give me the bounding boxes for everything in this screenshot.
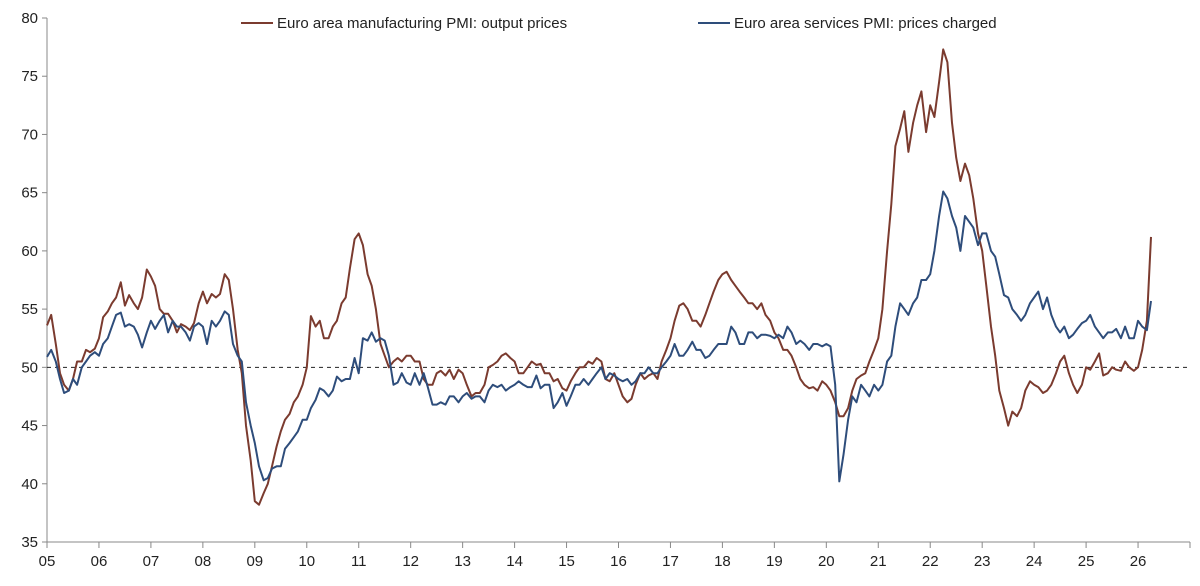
y-tick-label: 40 [21,476,38,493]
series-line-services-prices-charged [46,190,1152,483]
x-tick-label: 20 [818,553,835,570]
y-tick-label: 80 [21,10,38,27]
x-tick-label: 24 [1026,553,1043,570]
x-tick-label: 16 [610,553,627,570]
x-tick-label: 08 [195,553,212,570]
x-tick-label: 17 [662,553,679,570]
series-lines [46,48,1152,506]
x-tick-label: 12 [402,553,419,570]
x-tick-label: 22 [922,553,939,570]
x-axis: 05 06 07 08 09 10 11 12 13 14 15 16 17 18 19 20 21 22 23 24… [39,541,1191,570]
y-axis: 35 40 45 50 55 60 65 70 75 80 [21,10,48,551]
x-tick-label: 11 [351,553,367,570]
x-tick-label: 15 [558,553,575,570]
x-tick-label: 25 [1078,553,1095,570]
y-tick-label: 65 [21,185,38,202]
legend-label: Euro area services PMI: prices charged [734,15,997,32]
y-tick-label: 35 [21,534,38,551]
x-tick-label: 14 [506,553,523,570]
x-tick-label: 26 [1130,553,1147,570]
y-tick-label: 70 [21,126,38,143]
y-tick-label: 75 [21,68,38,85]
x-tick-label: 05 [39,553,56,570]
x-tick-label: 06 [91,553,108,570]
series-line-manufacturing-output-prices [46,48,1152,506]
x-tick-label: 21 [870,553,887,570]
x-tick-label: 18 [714,553,731,570]
x-tick-label: 19 [766,553,783,570]
x-tick-label: 10 [298,553,315,570]
legend-label: Euro area manufacturing PMI: output pric… [277,15,567,32]
x-tick-label: 09 [246,553,263,570]
y-tick-label: 45 [21,418,38,435]
x-tick-label: 23 [974,553,991,570]
y-tick-label: 55 [21,301,38,318]
y-tick-label: 50 [21,359,38,376]
y-tick-label: 60 [21,243,38,260]
legend: Euro area manufacturing PMI: output pric… [241,15,997,32]
x-tick-label: 07 [143,553,160,570]
x-tick-label: 13 [454,553,471,570]
